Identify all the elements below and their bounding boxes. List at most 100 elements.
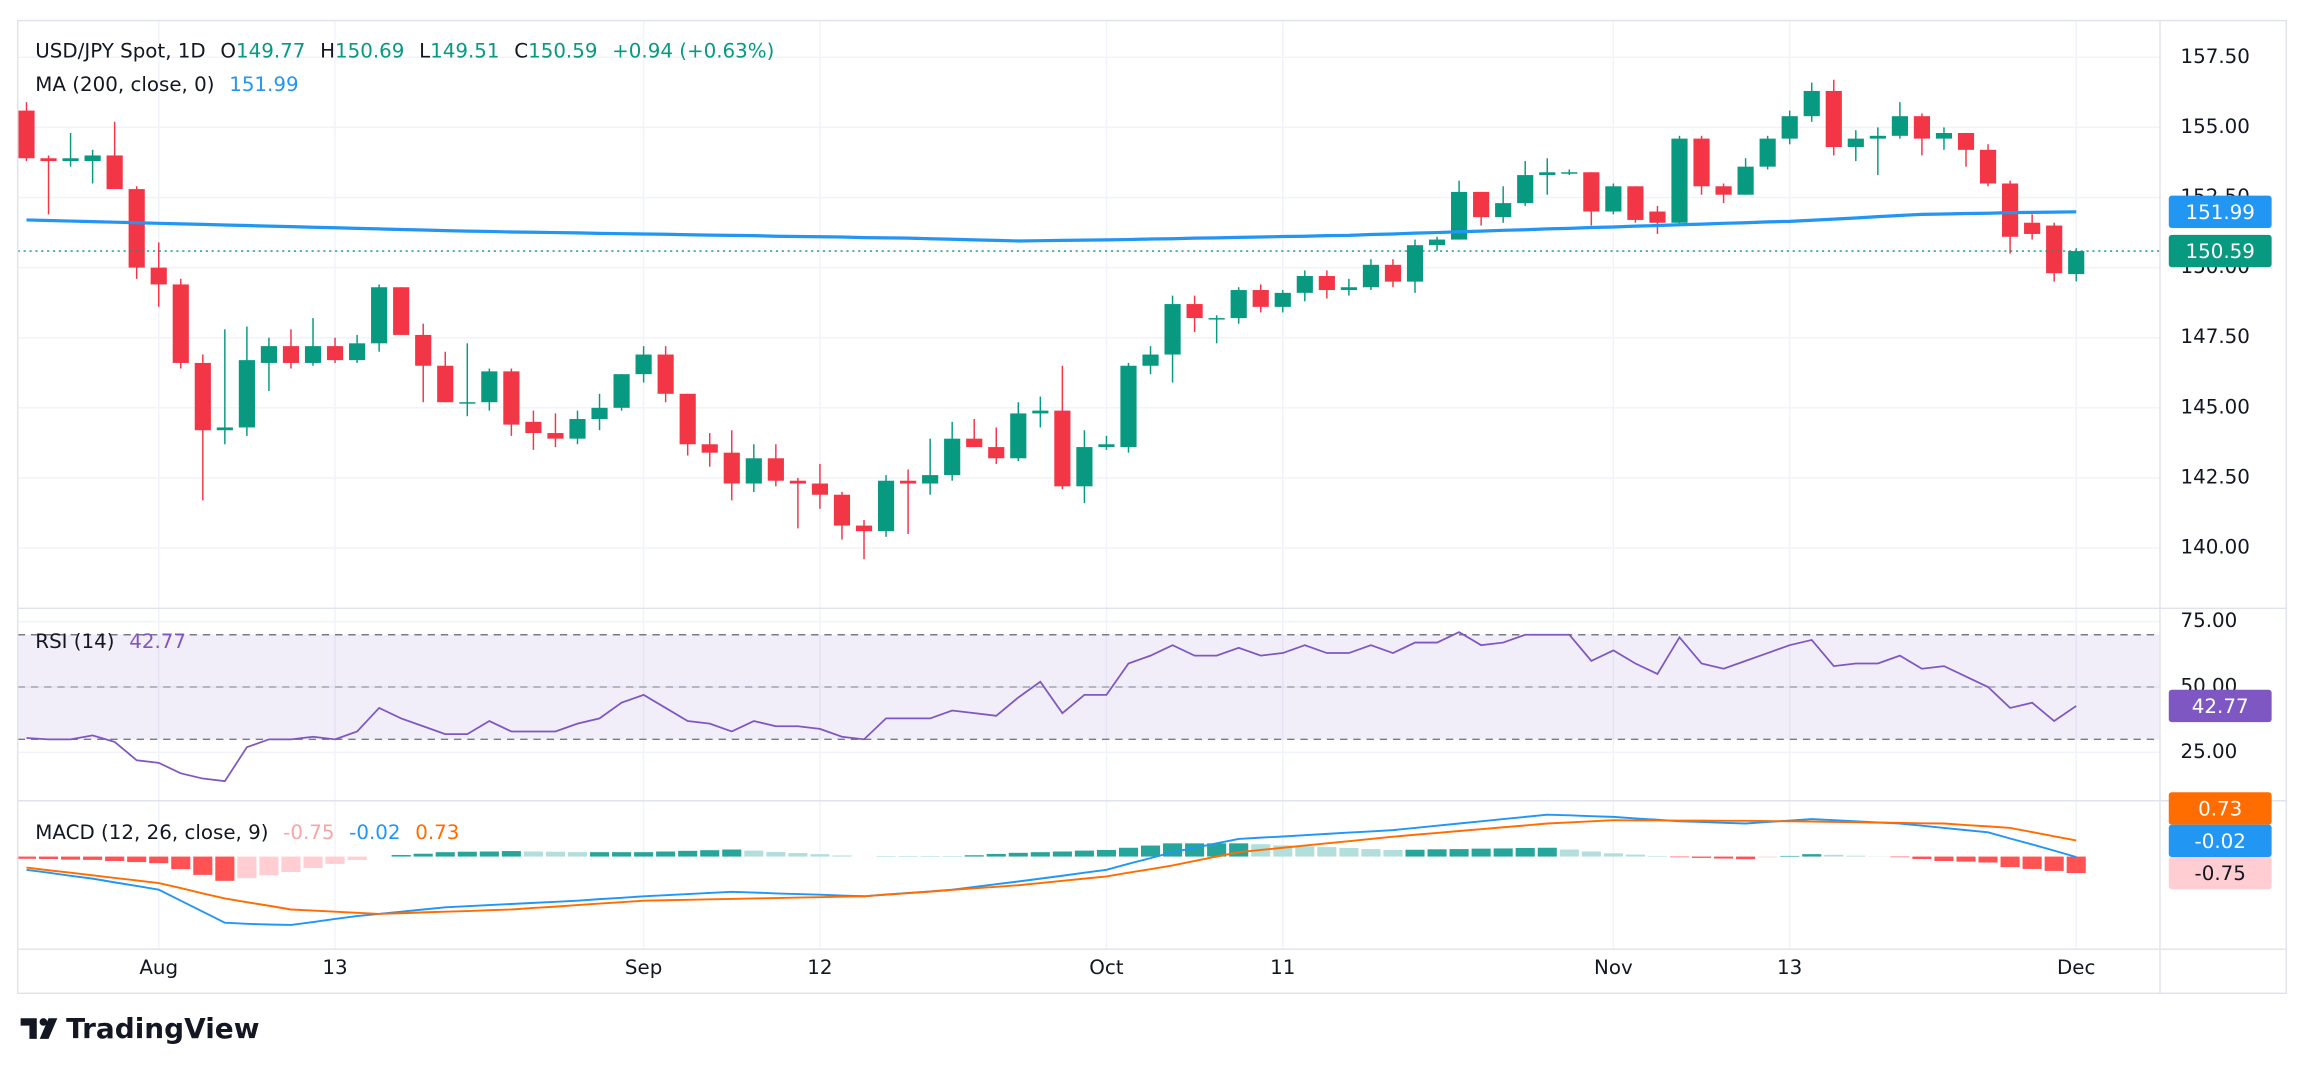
ma-legend: MA (200, close, 0) 151.99 (35, 73, 298, 96)
candle-body (701, 444, 718, 453)
candle-body (1891, 116, 1908, 136)
histogram-bar (1273, 845, 1293, 857)
candle-body (1979, 149, 1997, 184)
histogram-bar (457, 851, 477, 857)
histogram-bar (523, 851, 543, 857)
histogram-bar (2022, 856, 2042, 869)
candle-body (944, 438, 961, 476)
histogram-bar (612, 852, 632, 857)
candle-body (1032, 410, 1049, 414)
candle-body (459, 402, 476, 404)
ohlc-key: C (514, 39, 528, 62)
candle-body (84, 155, 101, 162)
y-tick-label: 145.00 (2181, 395, 2250, 418)
candle-body (833, 494, 851, 526)
value-badge (2168, 195, 2272, 228)
value-badge-label: 0.73 (2198, 797, 2242, 820)
y-tick-label: 142.50 (2181, 465, 2250, 488)
candle-body (503, 371, 520, 425)
rsi-line (26, 631, 2077, 783)
candle-body (1252, 290, 1269, 307)
histogram-bar (2044, 856, 2064, 871)
ohlc-value: 149.77 (236, 39, 305, 62)
histogram-bar (1052, 851, 1072, 857)
histogram-bar (1669, 856, 1690, 858)
candle-body (481, 371, 498, 403)
candle-body (1935, 133, 1953, 139)
y-tick-label: 75.00 (2181, 609, 2238, 632)
histogram-bar (722, 849, 742, 857)
value-badge (2168, 856, 2272, 890)
histogram-bar (38, 856, 59, 860)
histogram-bar (1912, 856, 1932, 860)
candle-body (1054, 410, 1071, 487)
histogram-bar (1361, 849, 1381, 857)
rsi-legend: RSI (14) 42.77 (35, 630, 186, 653)
histogram-bar (788, 853, 808, 857)
candle-body (1649, 211, 1666, 223)
histogram-bar (16, 856, 37, 859)
x-tick-label: 13 (1777, 956, 1802, 979)
x-tick-label: Nov (1594, 956, 1633, 979)
value-badge-label: 151.99 (2186, 201, 2255, 224)
candle-body (393, 287, 410, 335)
candle-body (216, 427, 233, 431)
histogram-bar (1074, 850, 1094, 857)
candle-body (1869, 135, 1886, 139)
histogram-bar (1405, 849, 1425, 857)
ohlc-value: 149.51 (430, 39, 499, 62)
histogram-bar (1537, 847, 1557, 857)
candle-body (371, 287, 388, 344)
value-badge (2168, 234, 2272, 268)
y-tick-label: 140.00 (2181, 536, 2250, 559)
histogram-bar (1802, 854, 1822, 857)
candle-body (613, 374, 630, 408)
candle-body (1847, 138, 1864, 148)
candle-body (1781, 116, 1798, 139)
candle-body (1605, 186, 1622, 212)
histogram-bar (832, 855, 852, 857)
x-tick-label: 11 (1270, 956, 1295, 979)
candle-body (172, 284, 189, 363)
histogram-bar (1140, 845, 1161, 857)
macd-title: MACD (12, 26, close, 9) (35, 821, 268, 844)
candle-body (1120, 365, 1137, 448)
histogram-bar (1559, 849, 1579, 857)
legend-layer: USD/JPY Spot, 1D O149.77 H150.69 L149.51 C15… (35, 39, 774, 844)
value-badge-label: 42.77 (2192, 695, 2249, 718)
candle-body (1473, 191, 1490, 218)
grid-layer (17, 20, 2160, 950)
candle-body (900, 480, 917, 484)
candle-body (1495, 203, 1512, 218)
candle-body (1737, 166, 1754, 195)
histogram-bar (171, 856, 191, 870)
candle-body (238, 360, 255, 428)
candle-body (437, 365, 454, 403)
candle-body (877, 480, 895, 532)
histogram-bar (1714, 856, 1734, 859)
candle-body (2068, 251, 2085, 275)
histogram-bar (986, 853, 1006, 857)
candle-body (547, 433, 564, 439)
histogram-bar (413, 853, 433, 857)
histogram-bar (810, 854, 830, 857)
x-tick-label: Oct (1089, 956, 1124, 979)
histogram-bar (1515, 847, 1535, 857)
histogram-bar (1691, 856, 1712, 858)
ohlc-key: O (220, 39, 236, 62)
histogram-bar (1118, 847, 1139, 857)
histogram-bar (479, 851, 499, 857)
y-tick-label: 147.50 (2181, 325, 2250, 348)
histogram-value: -0.75 (283, 821, 334, 844)
histogram-bar (391, 855, 411, 857)
logo-shape (20, 1018, 37, 1039)
histogram-bar (347, 856, 367, 860)
histogram-bar (303, 856, 323, 869)
candle-body (811, 483, 829, 495)
candle-body (988, 447, 1005, 459)
symbol-title: USD/JPY Spot, 1D (35, 39, 205, 62)
candle-body (966, 438, 983, 448)
x-tick-label: Aug (139, 956, 178, 979)
